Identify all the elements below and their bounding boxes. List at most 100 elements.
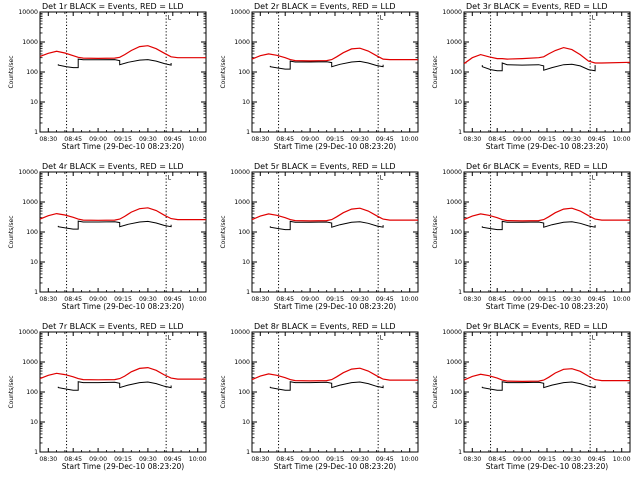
y-tick-label: 10 xyxy=(242,419,250,426)
x-axis-label: Start Time (29-Dec-10 08:23:20) xyxy=(274,142,396,151)
x-tick-label: 09:45 xyxy=(164,136,182,143)
y-tick-label: 1000 xyxy=(234,39,250,46)
x-tick-label: 09:15 xyxy=(326,456,344,463)
x-tick-label: 09:00 xyxy=(301,456,319,463)
events-series-line xyxy=(269,60,384,70)
x-tick-label: 09:45 xyxy=(588,136,606,143)
y-tick-label: 1000 xyxy=(446,199,462,206)
detector-panel-9: Det 9r BLACK = Events, RED = LLD 1 10 100 10… xyxy=(432,322,631,471)
x-tick-label: 09:15 xyxy=(538,296,556,303)
x-tick-label: 08:30 xyxy=(463,456,481,463)
y-tick-label: 100 xyxy=(26,389,38,396)
y-tick-label: 100 xyxy=(26,69,38,76)
y-tick-label: 10000 xyxy=(18,9,38,16)
y-axis-label: Counts/sec xyxy=(8,215,15,248)
x-tick-label: 09:45 xyxy=(164,296,182,303)
x-tick-label: 08:45 xyxy=(276,136,294,143)
detector-panel-8: Det 8r BLACK = Events, RED = LLD 1 10 100 10… xyxy=(220,322,419,471)
x-tick-label: 09:30 xyxy=(139,456,157,463)
y-tick-label: 10000 xyxy=(18,169,38,176)
x-tick-label: 10:00 xyxy=(189,136,207,143)
x-tick-label: 09:30 xyxy=(563,456,581,463)
x-tick-label: 09:00 xyxy=(89,296,107,303)
x-tick-label: 09:00 xyxy=(89,136,107,143)
lld-series-line xyxy=(463,368,630,383)
y-tick-label: 10000 xyxy=(230,169,250,176)
y-axis-label: Counts/sec xyxy=(432,55,439,88)
y-tick-label: 10 xyxy=(454,259,462,266)
y-tick-label: 1 xyxy=(458,289,462,296)
y-tick-label: 10000 xyxy=(442,169,462,176)
marker-label: L xyxy=(168,15,172,22)
y-tick-label: 10 xyxy=(242,99,250,106)
plot-frame xyxy=(463,11,631,133)
x-tick-label: 08:30 xyxy=(39,456,57,463)
y-tick-label: 10 xyxy=(242,259,250,266)
y-tick-label: 1000 xyxy=(22,359,38,366)
x-tick-label: 10:00 xyxy=(401,456,419,463)
x-tick-label: 09:45 xyxy=(588,296,606,303)
y-tick-label: 1000 xyxy=(234,359,250,366)
x-tick-label: 08:30 xyxy=(251,136,269,143)
x-tick-label: 09:00 xyxy=(89,456,107,463)
y-tick-label: 1000 xyxy=(22,199,38,206)
events-series-line xyxy=(481,62,596,72)
lld-series-line xyxy=(251,367,418,382)
x-tick-label: 10:00 xyxy=(189,456,207,463)
marker-label: L xyxy=(380,15,384,22)
y-tick-label: 1 xyxy=(458,129,462,136)
y-tick-label: 1 xyxy=(246,289,250,296)
panel-title: Det 9r BLACK = Events, RED = LLD xyxy=(466,322,608,331)
detector-panel-7: Det 7r BLACK = Events, RED = LLD 1 10 100 10… xyxy=(8,322,207,471)
marker-label: L xyxy=(168,335,172,342)
y-tick-label: 1000 xyxy=(446,359,462,366)
events-series-line xyxy=(269,381,384,391)
x-tick-label: 09:30 xyxy=(139,136,157,143)
x-tick-label: 09:45 xyxy=(376,296,394,303)
detector-panel-1: Det 1r BLACK = Events, RED = LLD 1 10 100 10… xyxy=(8,2,207,151)
panel-title: Det 5r BLACK = Events, RED = LLD xyxy=(254,162,396,171)
x-tick-label: 08:45 xyxy=(276,296,294,303)
x-tick-label: 10:00 xyxy=(613,136,631,143)
x-tick-label: 09:45 xyxy=(588,456,606,463)
x-tick-label: 09:00 xyxy=(301,296,319,303)
x-tick-label: 08:45 xyxy=(64,136,82,143)
x-tick-label: 09:30 xyxy=(563,296,581,303)
x-tick-label: 08:30 xyxy=(463,136,481,143)
y-tick-label: 1000 xyxy=(234,199,250,206)
y-tick-label: 1 xyxy=(34,289,38,296)
marker-label: L xyxy=(380,335,384,342)
x-tick-label: 09:15 xyxy=(538,456,556,463)
y-tick-label: 1 xyxy=(246,129,250,136)
lld-series-line xyxy=(463,207,630,222)
x-tick-label: 09:45 xyxy=(164,456,182,463)
panel-title: Det 3r BLACK = Events, RED = LLD xyxy=(466,2,608,11)
y-tick-label: 1000 xyxy=(22,39,38,46)
detector-panel-6: Det 6r BLACK = Events, RED = LLD 1 10 100 10… xyxy=(432,162,631,311)
lld-series-line xyxy=(39,45,206,60)
x-tick-label: 09:00 xyxy=(301,136,319,143)
x-axis-label: Start Time (29-Dec-10 08:23:20) xyxy=(486,462,608,471)
x-tick-label: 10:00 xyxy=(613,456,631,463)
detector-panel-3: Det 3r BLACK = Events, RED = LLD 1 10 100 10… xyxy=(432,2,631,151)
detector-panel-4: Det 4r BLACK = Events, RED = LLD 1 10 100 10… xyxy=(8,162,207,311)
marker-label: L xyxy=(168,175,172,182)
y-tick-label: 1 xyxy=(246,449,250,456)
x-tick-label: 10:00 xyxy=(401,296,419,303)
plot-frame xyxy=(463,331,631,453)
y-tick-label: 100 xyxy=(238,229,250,236)
y-tick-label: 100 xyxy=(238,69,250,76)
y-tick-label: 10000 xyxy=(230,329,250,336)
x-tick-label: 09:30 xyxy=(351,296,369,303)
x-tick-label: 09:30 xyxy=(351,456,369,463)
panel-title: Det 8r BLACK = Events, RED = LLD xyxy=(254,322,396,331)
x-tick-label: 10:00 xyxy=(613,296,631,303)
plot-frame xyxy=(39,171,207,293)
x-tick-label: 08:30 xyxy=(39,296,57,303)
y-tick-label: 10000 xyxy=(18,329,38,336)
x-tick-label: 08:45 xyxy=(488,456,506,463)
y-tick-label: 10 xyxy=(30,259,38,266)
x-tick-label: 09:15 xyxy=(326,136,344,143)
marker-label: L xyxy=(592,335,596,342)
